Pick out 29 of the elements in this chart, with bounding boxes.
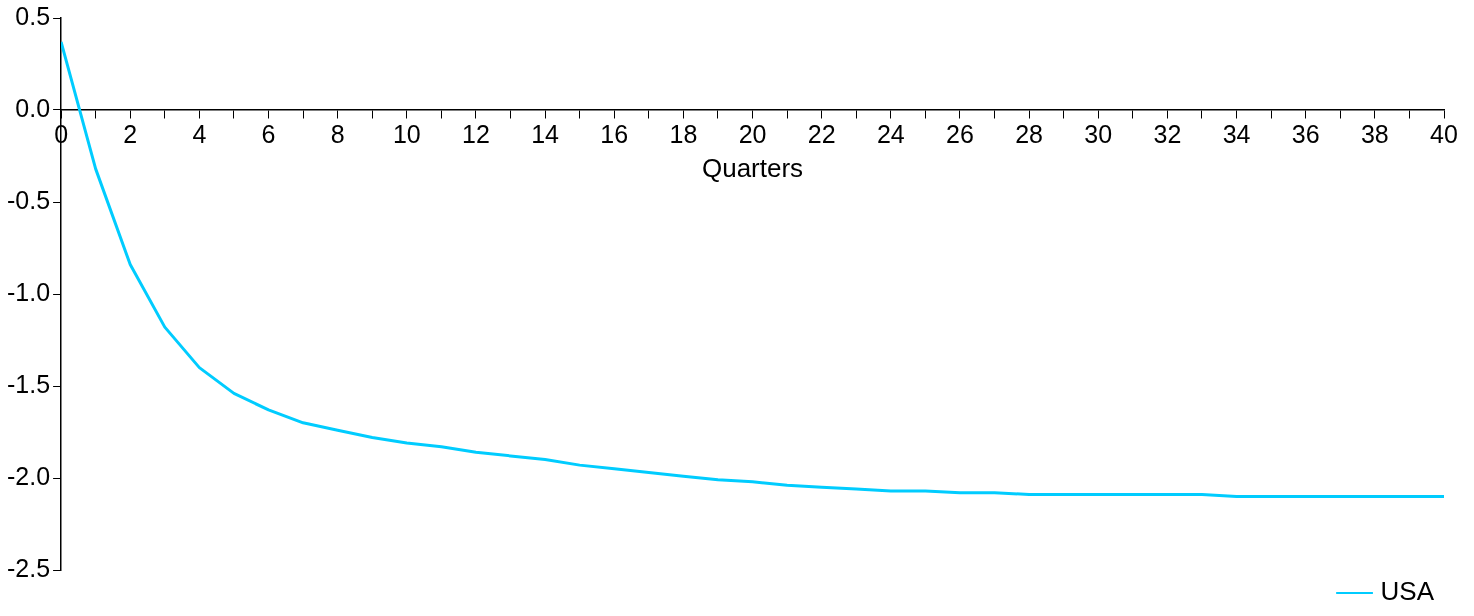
x-tick-label: 4	[192, 119, 207, 148]
y-tick-label: -1.5	[6, 369, 51, 398]
y-tick-label: 0.0	[15, 93, 51, 122]
x-tick-label: 34	[1222, 119, 1251, 148]
x-tick-label: 6	[261, 119, 276, 148]
x-tick-label: 2	[123, 119, 138, 148]
x-tick-label: 20	[738, 119, 767, 148]
y-tick-label: 0.5	[15, 1, 51, 30]
x-tick-label: 10	[392, 119, 421, 148]
y-tick-label: -0.5	[6, 185, 51, 214]
x-tick-label: 40	[1430, 119, 1458, 148]
x-tick-label: 30	[1084, 119, 1113, 148]
legend-label: USA	[1380, 576, 1435, 607]
x-tick-label: 22	[807, 119, 836, 148]
x-tick-label: 36	[1291, 119, 1320, 148]
y-tick-label: -1.0	[6, 277, 51, 306]
x-tick-label: 24	[876, 119, 905, 148]
x-tick-label: 26	[946, 119, 974, 148]
x-tick-label: 8	[330, 119, 345, 148]
y-tick-label: -2.0	[6, 461, 51, 490]
x-tick-label: 32	[1153, 119, 1182, 148]
x-tick-label: 14	[531, 119, 560, 148]
x-tick-label: 16	[600, 119, 629, 148]
x-tick-label: 12	[462, 119, 490, 148]
x-tick-label: 28	[1015, 119, 1044, 148]
y-tick-label: -2.5	[6, 553, 51, 582]
x-tick-label: 18	[669, 119, 698, 148]
x-axis-title: Quarters	[701, 152, 804, 183]
x-tick-label: 38	[1360, 119, 1389, 148]
